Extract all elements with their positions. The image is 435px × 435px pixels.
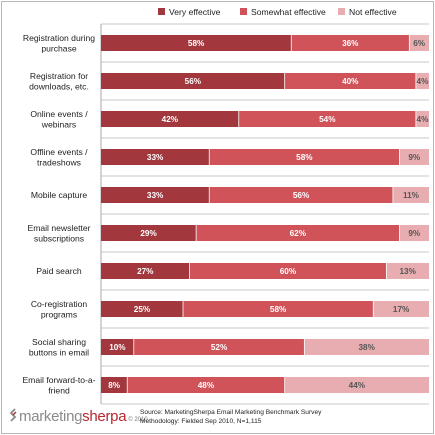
data-label: 44% [349,381,366,390]
bar-segment-somewhat-effective [189,263,387,279]
bar-segment-very-effective [101,225,197,241]
source-line: Source: MarketingSherpa Email Marketing … [140,409,322,416]
legend-label-not-effective: Not effective [349,7,397,17]
data-label: 25% [134,305,151,314]
data-label: 13% [399,267,416,276]
bar-segment-not-effective [392,187,429,203]
source-note: Source: MarketingSherpa Email Marketing … [140,408,321,426]
data-label: 58% [188,39,205,48]
bar-segment-very-effective [101,149,210,165]
bar-segment-very-effective [101,377,128,393]
bar-segment-not-effective [304,339,429,355]
category-label: Email forward-to-a- [22,375,95,385]
legend-swatch-not-effective [338,8,345,15]
data-label: 54% [319,115,336,124]
data-label: 36% [342,39,359,48]
bar-segment-somewhat-effective [209,149,400,165]
category-label: friend [48,385,70,395]
category-label: Paid search [36,266,82,276]
data-label: 17% [393,305,410,314]
bar-segment-somewhat-effective [238,111,416,127]
data-label: 40% [342,77,359,86]
data-label: 62% [290,229,307,238]
category-label: buttons in email [29,347,89,357]
data-label: 56% [185,77,202,86]
data-label: 58% [270,305,287,314]
data-label: 6% [413,39,426,48]
marketingsherpa-logo-icon [9,408,17,422]
bar-segment-very-effective [101,187,210,203]
category-label: Online events / [30,109,88,119]
data-label: 48% [198,381,215,390]
bar-segment-not-effective [373,301,429,317]
category-label: programs [41,309,77,319]
bar-segment-somewhat-effective [183,301,374,317]
bar-segment-somewhat-effective [209,187,393,203]
bar-segment-not-effective [386,263,429,279]
bar-segment-somewhat-effective [196,225,400,241]
category-label: webinars [41,119,76,129]
bar-segment-very-effective [101,301,183,317]
legend-label-very-effective: Very effective [169,7,221,17]
brand-logo: marketingsherpa © 2010 [8,408,148,428]
category-label: Mobile capture [31,190,88,200]
data-label: 4% [417,115,430,124]
category-label: Social sharing [32,337,86,347]
data-label: 56% [293,191,310,200]
data-label: 27% [137,267,154,276]
data-label: 9% [408,153,421,162]
methodology-line: Methodology: Fielded Sep 2010, N=1,115 [140,418,262,425]
category-label: Email newsletter [27,223,90,233]
bar-segment-somewhat-effective [284,73,416,89]
bar-segment-not-effective [415,73,429,89]
bar-segment-very-effective [101,73,285,89]
bar-segment-very-effective [101,111,239,127]
bar-segment-somewhat-effective [291,35,410,51]
category-label: downloads, etc. [29,81,89,91]
data-label: 52% [211,343,228,352]
data-label: 38% [358,343,375,352]
data-label: 10% [109,343,126,352]
data-label: 29% [140,229,157,238]
data-label: 8% [108,381,121,390]
bar-segment-very-effective [101,339,134,355]
data-label: 4% [417,77,430,86]
category-label: purchase [41,43,77,53]
bar-segment-somewhat-effective [133,339,305,355]
category-label: Offline events / [30,147,88,157]
data-label: 58% [296,153,313,162]
data-label: 60% [280,267,297,276]
bar-segment-somewhat-effective [127,377,285,393]
category-label: tradeshows [37,157,81,167]
brand-copyright: © 2010 [128,417,148,423]
bar-segment-not-effective [399,149,429,165]
legend-swatch-somewhat-effective [240,8,247,15]
legend-swatch-very-effective [158,8,165,15]
data-label: 33% [147,153,164,162]
category-label: Registration during [23,33,95,43]
data-label: 9% [408,229,421,238]
category-label: Registration for [30,71,88,81]
bar-segment-not-effective [415,111,429,127]
bar-segment-very-effective [101,263,190,279]
stacked-bar-chart: Very effective Somewhat effective Not effe… [22,7,430,405]
data-label: 42% [162,115,179,124]
data-label: 33% [147,191,164,200]
brand-name-part2: sherpa [82,408,127,425]
bar-segment-not-effective [409,35,429,51]
bar-segment-not-effective [284,377,429,393]
legend-label-somewhat-effective: Somewhat effective [251,7,326,17]
data-label: 11% [403,191,420,200]
bar-segment-very-effective [101,35,292,51]
brand-name-part1: marketing [19,408,83,425]
bar-segment-not-effective [399,225,429,241]
category-label: subscriptions [34,233,84,243]
category-label: Co-registration [31,299,88,309]
